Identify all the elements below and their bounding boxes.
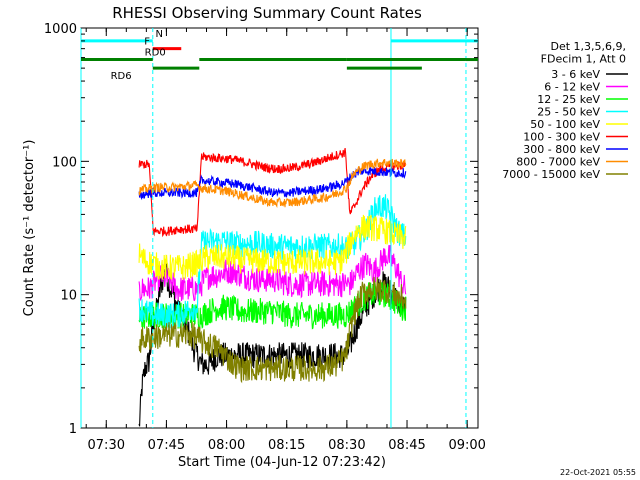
- legend-label-1: 3 - 6 keV: [551, 68, 600, 81]
- state-bar-label-n: N: [155, 29, 162, 40]
- legend-label-3: 12 - 25 keV: [537, 93, 600, 106]
- series-line-9: [138, 276, 407, 384]
- x-tick-label-6: 08:45: [388, 438, 425, 453]
- x-tick-label-4: 08:15: [268, 438, 305, 453]
- y-tick-label-2: 10: [60, 289, 77, 304]
- x-axis-label: Start Time (04-Jun-12 07:23:42): [178, 455, 386, 470]
- plot-area: [138, 147, 407, 427]
- state-bar-label-rd0: RD0: [145, 48, 166, 59]
- legend-label-6: 100 - 300 keV: [523, 131, 600, 144]
- x-tick-label-1: 07:30: [88, 438, 125, 453]
- series-line-3: [138, 281, 407, 330]
- series-line-8: [138, 158, 407, 208]
- y-axis-label: Count Rate (s⁻¹ detector⁻¹): [22, 140, 37, 317]
- x-tick-label-2: 07:45: [148, 438, 185, 453]
- axes: 1 10 100 1000 07:30 07:45 08:00 08:15 08:30 08:45…: [44, 22, 486, 453]
- legend-label-7: 300 - 800 keV: [523, 143, 600, 156]
- x-tick-label-7: 09:00: [448, 438, 485, 453]
- chart-title: RHESSI Observing Summary Count Rates: [112, 4, 422, 22]
- y-tick-label-3: 100: [52, 155, 77, 170]
- legend-label-2: 6 - 12 keV: [544, 81, 600, 94]
- series-line-4: [138, 194, 407, 329]
- x-tick-label-3: 08:00: [208, 438, 245, 453]
- series-line-2: [138, 244, 407, 302]
- state-bar-label-f: F: [144, 37, 150, 48]
- y-tick-label-4: 1000: [44, 22, 77, 37]
- legend-header-1: Det 1,3,5,6,9,: [550, 40, 626, 53]
- legend: Det 1,3,5,6,9,FDecim 1, Att 0 3 - 6 keV6 …: [502, 40, 628, 181]
- series-line-5: [138, 214, 407, 281]
- y-tick-label-1: 1: [69, 422, 77, 437]
- legend-label-8: 800 - 7000 keV: [516, 156, 600, 169]
- legend-label-9: 7000 - 15000 keV: [502, 168, 600, 181]
- legend-label-5: 50 - 100 keV: [530, 118, 600, 131]
- legend-header-2: FDecim 1, Att 0: [541, 53, 626, 66]
- legend-label-4: 25 - 50 keV: [537, 106, 600, 119]
- state-bar-label-rd6: RD6: [111, 71, 132, 82]
- x-tick-label-5: 08:30: [328, 438, 365, 453]
- series-line-6: [138, 147, 407, 238]
- footer-date: 22-Oct-2021 05:55: [560, 468, 636, 477]
